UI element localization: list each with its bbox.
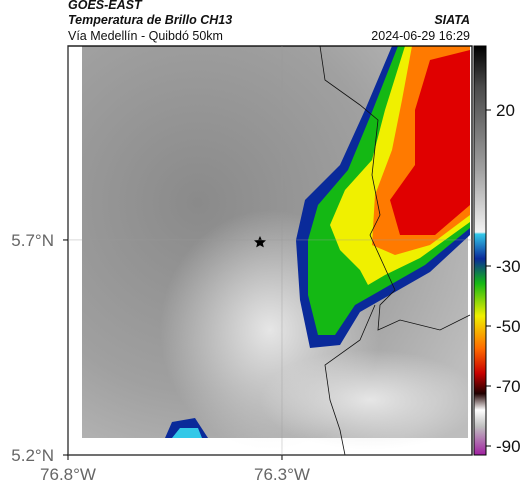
- colorbar-label: -30: [496, 257, 521, 276]
- title: Temperatura de Brillo CH13: [68, 13, 232, 27]
- storm-peak: [390, 50, 470, 235]
- colorbar-label: -70: [496, 377, 521, 396]
- colorbar-label: 20: [496, 101, 515, 120]
- x-tick-label: 76.3°W: [254, 465, 310, 484]
- colorbar-label: -50: [496, 317, 521, 336]
- bright-area: [260, 350, 480, 450]
- axes: 76.8°W 76.3°W 5.7°N 5.2°N 20 -30 -50 -70 -90: [11, 46, 521, 484]
- map-image: [82, 45, 480, 456]
- y-tick-label: 5.7°N: [11, 231, 54, 250]
- colorbar-label: -90: [496, 437, 521, 456]
- location-marker: [254, 236, 266, 248]
- storm-small: [172, 428, 202, 438]
- y-tick-label: 5.2°N: [11, 446, 54, 465]
- datetime: 2024-06-29 16:29: [371, 29, 470, 43]
- source: GOES-EAST: [68, 0, 143, 12]
- subtitle: Vía Medellín - Quibdó 50km: [68, 29, 223, 43]
- colorbar: [473, 45, 487, 456]
- agency: SIATA: [434, 13, 470, 27]
- x-tick-label: 76.8°W: [40, 465, 96, 484]
- header: GOES-EAST Temperatura de Brillo CH13 Vía…: [68, 0, 470, 43]
- boundary: [319, 45, 471, 456]
